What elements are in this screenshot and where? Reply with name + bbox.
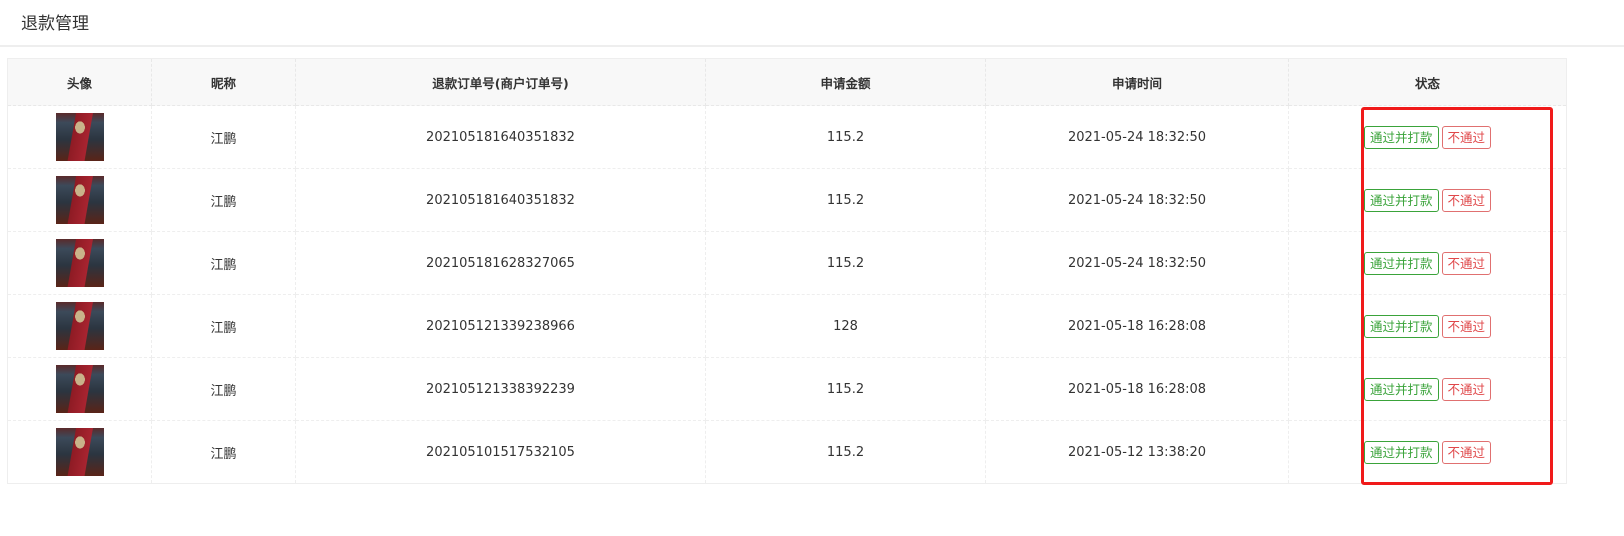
avatar: [55, 302, 104, 350]
page-title: 退款管理: [0, 0, 1624, 47]
order-no: 202105181640351832: [295, 105, 706, 169]
avatar: [55, 113, 104, 161]
table-row: 江鹏 202105181640351832 115.2 2021-05-24 1…: [7, 105, 1567, 169]
table-row: 江鹏 202105101517532105 115.2 2021-05-12 1…: [7, 420, 1567, 484]
approve-refund-button[interactable]: 通过并打款: [1363, 377, 1439, 401]
apply-time: 2021-05-24 18:32:50: [985, 231, 1289, 295]
approve-refund-button[interactable]: 通过并打款: [1363, 188, 1439, 212]
column-status: 状态: [1288, 58, 1567, 106]
column-amount: 申请金额: [705, 58, 986, 106]
order-no: 202105181640351832: [295, 168, 706, 232]
amount: 115.2: [705, 168, 986, 232]
amount: 115.2: [705, 231, 986, 295]
approve-refund-button[interactable]: 通过并打款: [1363, 251, 1439, 275]
order-no: 202105101517532105: [295, 420, 706, 484]
column-nickname: 昵称: [151, 58, 296, 106]
order-no: 202105121338392239: [295, 357, 706, 421]
apply-time: 2021-05-24 18:32:50: [985, 168, 1289, 232]
apply-time: 2021-05-18 16:28:08: [985, 357, 1289, 421]
avatar: [55, 239, 104, 287]
amount: 115.2: [705, 357, 986, 421]
apply-time: 2021-05-12 13:38:20: [985, 420, 1289, 484]
table-row: 江鹏 202105121338392239 115.2 2021-05-18 1…: [7, 357, 1567, 421]
approve-refund-button[interactable]: 通过并打款: [1363, 314, 1439, 338]
avatar: [55, 176, 104, 224]
avatar: [55, 428, 104, 476]
refund-table: 头像 昵称 退款订单号(商户订单号) 申请金额 申请时间 状态 江鹏 20210…: [7, 58, 1567, 484]
order-no: 202105121339238966: [295, 294, 706, 358]
apply-time: 2021-05-24 18:32:50: [985, 105, 1289, 169]
amount: 128: [705, 294, 986, 358]
order-no: 202105181628327065: [295, 231, 706, 295]
reject-button[interactable]: 不通过: [1441, 440, 1492, 464]
reject-button[interactable]: 不通过: [1441, 251, 1492, 275]
apply-time: 2021-05-18 16:28:08: [985, 294, 1289, 358]
reject-button[interactable]: 不通过: [1441, 188, 1492, 212]
reject-button[interactable]: 不通过: [1441, 377, 1492, 401]
reject-button[interactable]: 不通过: [1441, 125, 1492, 149]
nickname: 江鹏: [151, 357, 296, 421]
column-time: 申请时间: [985, 58, 1289, 106]
table-row: 江鹏 202105121339238966 128 2021-05-18 16:…: [7, 294, 1567, 358]
column-avatar: 头像: [7, 58, 152, 106]
amount: 115.2: [705, 420, 986, 484]
nickname: 江鹏: [151, 420, 296, 484]
avatar: [55, 365, 104, 413]
reject-button[interactable]: 不通过: [1441, 314, 1492, 338]
approve-refund-button[interactable]: 通过并打款: [1363, 125, 1439, 149]
table-row: 江鹏 202105181640351832 115.2 2021-05-24 1…: [7, 168, 1567, 232]
column-order-no: 退款订单号(商户订单号): [295, 58, 706, 106]
nickname: 江鹏: [151, 105, 296, 169]
table-header: 头像 昵称 退款订单号(商户订单号) 申请金额 申请时间 状态: [7, 58, 1567, 106]
amount: 115.2: [705, 105, 986, 169]
table-row: 江鹏 202105181628327065 115.2 2021-05-24 1…: [7, 231, 1567, 295]
nickname: 江鹏: [151, 168, 296, 232]
approve-refund-button[interactable]: 通过并打款: [1363, 440, 1439, 464]
nickname: 江鹏: [151, 294, 296, 358]
nickname: 江鹏: [151, 231, 296, 295]
